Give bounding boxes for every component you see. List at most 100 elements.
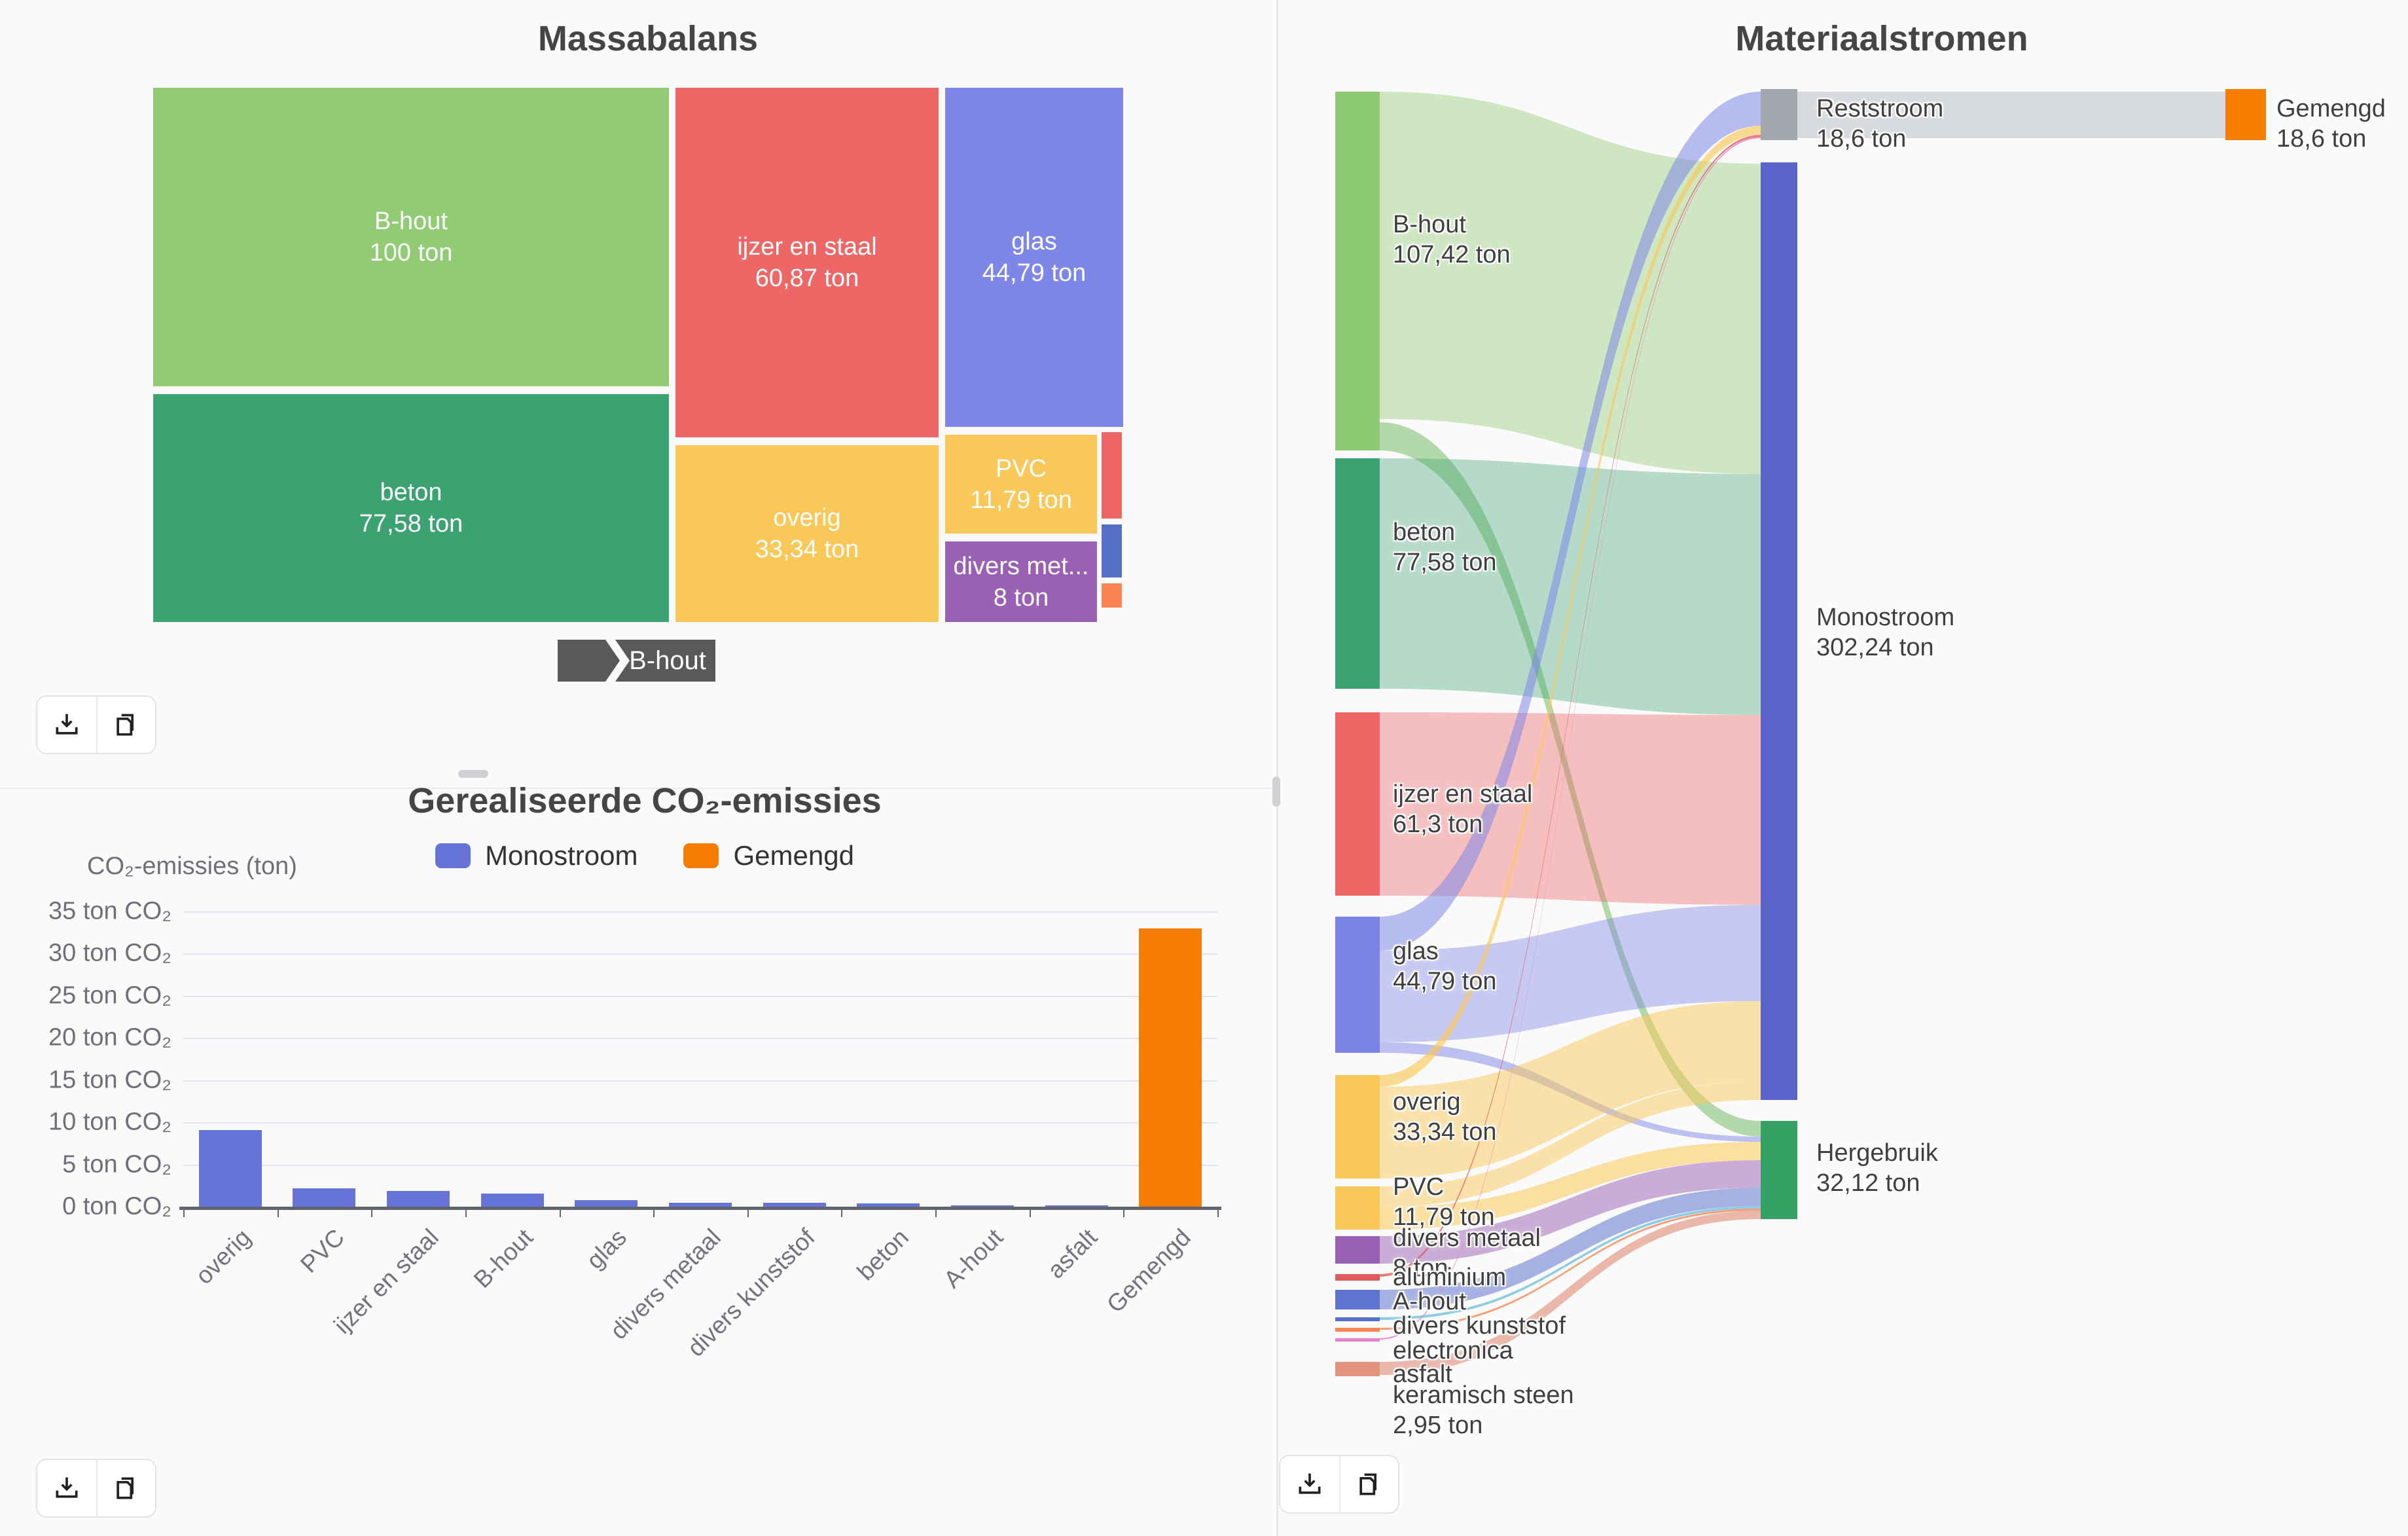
bar-divers-kunststof[interactable] [763, 1202, 826, 1207]
legend-label-monostroom: Monostroom [485, 840, 638, 871]
sankey-label-pvc: PVC 11,79 ton [1393, 1173, 1495, 1231]
bar-ijzer-en-staal[interactable] [387, 1190, 450, 1207]
sankey-flow-a-hout-hergebruik[interactable] [1380, 1188, 1761, 1309]
sankey-node-glas[interactable] [1335, 917, 1380, 1053]
sankey-flow-beton-monostroom[interactable] [1380, 458, 1761, 715]
treemap-block-label: overig [773, 504, 841, 532]
treemap-breadcrumb[interactable]: B-hout [558, 640, 728, 682]
bar-b-hout[interactable] [480, 1194, 544, 1207]
treemap-block-divers-met[interactable]: divers met... 8 ton [945, 541, 1097, 622]
breadcrumb-current-segment[interactable] [615, 640, 715, 682]
sankey-flow-divers-kunststof-hergebruik[interactable] [1380, 1206, 1761, 1320]
bar-beton[interactable] [857, 1203, 920, 1207]
sankey-flow-glas-reststroom[interactable] [1380, 92, 1761, 951]
treemap-block-value: 60,87 ton [755, 265, 859, 292]
vertical-pane-handle[interactable] [1272, 777, 1280, 807]
sankey-node-hergebruik[interactable] [1761, 1121, 1797, 1219]
sankey-node-electronica[interactable] [1335, 1328, 1380, 1332]
sankey-flow-asfalt-reststroom[interactable] [1380, 137, 1761, 1340]
sankey-flow-glas-monostroom[interactable] [1380, 905, 1761, 1042]
gridline [183, 1038, 1217, 1040]
copy-button[interactable] [96, 1460, 155, 1516]
download-button[interactable] [37, 1460, 96, 1516]
treemap-block-pvc[interactable]: PVC 11,79 ton [945, 435, 1097, 534]
sankey-node-divers-metaal[interactable] [1335, 1236, 1380, 1264]
sankey-toolbar [1279, 1455, 1399, 1514]
treemap-block-label: PVC [995, 454, 1047, 483]
sankey-label-electronica: electronica [1393, 1337, 1513, 1364]
sankey-flow-overig-monostroom[interactable] [1380, 1001, 1761, 1179]
sankey-node-reststroom[interactable] [1761, 89, 1797, 140]
sankey-flow-divers-metaal-hergebruik[interactable] [1380, 1160, 1761, 1264]
gridline [183, 1164, 1217, 1166]
download-button[interactable] [1280, 1456, 1339, 1512]
sankey-node-beton[interactable] [1335, 458, 1380, 689]
sankey-node-aluminium[interactable] [1335, 1274, 1380, 1281]
legend-item-monostroom[interactable]: Monostroom [435, 840, 638, 871]
y-tick-label: 15 ton CO₂ [48, 1066, 171, 1094]
sankey-flow-electronica-hergebruik[interactable] [1380, 1209, 1761, 1330]
x-tick [277, 1207, 279, 1217]
sankey-node-pvc[interactable] [1335, 1186, 1380, 1230]
sankey-flow-reststroom-gemengd[interactable] [1797, 92, 2225, 138]
legend-swatch-gemengd [683, 843, 719, 868]
treemap-block-beton[interactable]: beton 77,58 ton [153, 394, 669, 622]
sankey-label-divers-metaal: divers metaal 8 ton [1393, 1224, 1541, 1282]
sankey-flow-pvc-monostroom[interactable] [1380, 1082, 1761, 1207]
vertical-pane-divider[interactable] [1276, 0, 1278, 1536]
horizontal-pane-handle[interactable] [458, 770, 488, 778]
treemap-block-overig[interactable]: overig 33,34 ton [675, 445, 939, 622]
bar-a-hout[interactable] [950, 1205, 1014, 1207]
y-tick-label: 25 ton CO₂ [48, 981, 171, 1010]
copy-button[interactable] [96, 697, 155, 753]
bar-chart-legend: Monostroom Gemengd [435, 840, 854, 871]
treemap-block-glas[interactable]: glas 44,79 ton [945, 88, 1123, 427]
sankey-label-overig: overig 33,34 ton [1393, 1088, 1497, 1146]
sankey-node-divers-kunststof[interactable] [1335, 1317, 1380, 1321]
horizontal-pane-divider[interactable] [0, 788, 1276, 789]
bar-gemengd[interactable] [1139, 928, 1202, 1207]
bar-overig[interactable] [198, 1129, 262, 1207]
download-icon [56, 714, 78, 735]
sankey-flow-overig-reststroom[interactable] [1380, 126, 1761, 1087]
sankey-node-b-hout[interactable] [1335, 92, 1380, 450]
bar-pvc[interactable] [293, 1188, 356, 1207]
treemap-block-label: glas [1011, 228, 1057, 255]
sankey-node-ijzer-en-staal[interactable] [1335, 712, 1380, 896]
sankey-node-overig[interactable] [1335, 1075, 1380, 1179]
sankey-node-gemengd[interactable] [2225, 89, 2266, 140]
gridline [183, 953, 1217, 955]
legend-item-gemengd[interactable]: Gemengd [683, 840, 854, 871]
sankey-flow-b-hout-hergebruik[interactable] [1380, 422, 1761, 1137]
bar-glas[interactable] [575, 1200, 638, 1207]
x-tick [559, 1207, 561, 1217]
sankey-label-reststroom: Reststroom 18,6 ton [1816, 95, 1944, 153]
bar-chart-title: Gerealiseerde CO₂-emissies [408, 781, 882, 820]
sankey-flow-aluminium-reststroom[interactable] [1380, 135, 1761, 1277]
treemap-block-sliver[interactable] [1102, 583, 1122, 608]
sankey-flow-pvc-hergebruik[interactable] [1380, 1142, 1761, 1230]
sankey-label-ijzer-en-staal: ijzer en staal 61,3 ton [1393, 780, 1533, 838]
sankey-flow-keramisch-steen-hergebruik[interactable] [1380, 1211, 1761, 1375]
sankey-title: Materiaalstromen [1735, 19, 2028, 58]
treemap-block-b-hout[interactable]: B-hout 100 ton [153, 88, 669, 386]
download-button[interactable] [37, 697, 96, 753]
treemap-block-value: 33,34 ton [755, 536, 859, 563]
breadcrumb-current-label: B-hout [629, 646, 706, 675]
treemap-block-sliver[interactable] [1102, 524, 1122, 577]
bar-divers-metaal[interactable] [669, 1202, 732, 1207]
copy-icon [117, 1477, 134, 1499]
sankey-node-monostroom[interactable] [1761, 162, 1797, 1100]
treemap-block-sliver[interactable] [1102, 432, 1122, 519]
copy-button[interactable] [1339, 1456, 1398, 1512]
breadcrumb-root-segment[interactable] [558, 640, 620, 682]
x-tick [653, 1207, 655, 1217]
treemap-block-label: B-hout [374, 208, 448, 235]
treemap-block-ijzer-en-staal[interactable]: ijzer en staal 60,87 ton [675, 88, 939, 437]
sankey-node-keramisch-steen[interactable] [1335, 1362, 1380, 1376]
bar-asfalt[interactable] [1045, 1205, 1108, 1207]
legend-swatch-monostroom [435, 843, 471, 868]
y-tick-label: 5 ton CO₂ [62, 1150, 171, 1179]
sankey-node-asfalt[interactable] [1335, 1338, 1380, 1342]
sankey-node-a-hout[interactable] [1335, 1290, 1380, 1309]
